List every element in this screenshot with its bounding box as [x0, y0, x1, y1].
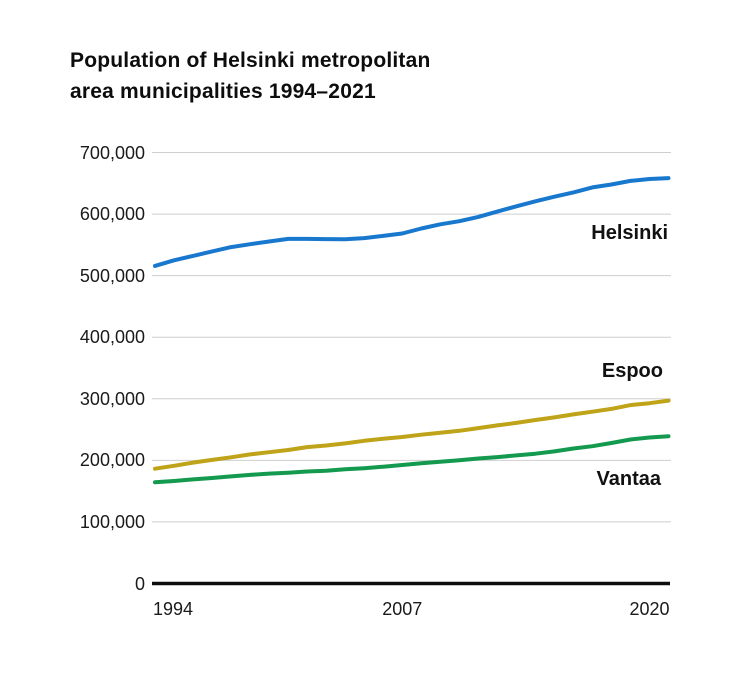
y-tick-label: 200,000: [79, 450, 145, 471]
x-tick-label: 1994: [153, 599, 194, 619]
x-tick-label: 2007: [382, 599, 423, 619]
series-line-espoo: [153, 398, 671, 471]
y-tick-label: 100,000: [79, 511, 145, 532]
series-line-vantaa: [153, 434, 671, 485]
x-tick-label: 2020: [629, 599, 670, 619]
series-label-vantaa: Vantaa: [596, 468, 661, 490]
y-tick-label: 600,000: [79, 204, 145, 225]
chart-title-line1: Population of Helsinki metropolitan: [70, 49, 431, 72]
series-label-espoo: Espoo: [601, 360, 663, 382]
series-label-helsinki: Helsinki: [591, 222, 668, 244]
y-tick-label: 0: [134, 573, 145, 594]
series-line-helsinki: [153, 176, 671, 268]
y-tick-label: 400,000: [79, 327, 145, 348]
y-tick-label: 700,000: [79, 142, 145, 163]
y-tick-label: 500,000: [79, 265, 145, 286]
chart-title-line2: area municipalities 1994–2021: [70, 80, 376, 103]
y-tick-label: 300,000: [79, 388, 145, 409]
chart-title: Population of Helsinki metropolitan area…: [70, 45, 431, 107]
